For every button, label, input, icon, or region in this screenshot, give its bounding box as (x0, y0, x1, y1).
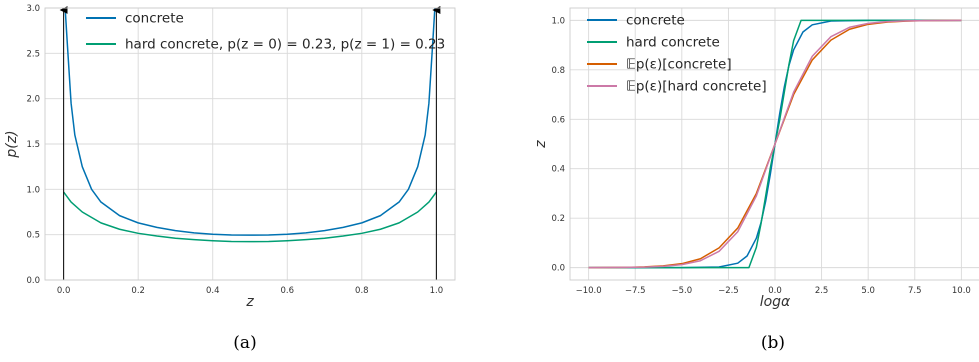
y-tick-label: 3.0 (26, 4, 40, 14)
y-axis-label: p(z) (4, 130, 20, 158)
x-tick-label: 0.6 (281, 286, 295, 296)
x-tick-label: 0.4 (206, 286, 220, 296)
y-tick-label: 0.8 (551, 66, 565, 76)
y-tick-label: 1.0 (26, 185, 40, 195)
x-tick-label: 0.0 (768, 286, 782, 296)
legend-label: hard concrete, p(z = 0) = 0.23, p(z = 1)… (125, 37, 445, 53)
x-tick-label: 5.0 (861, 286, 875, 296)
x-tick-label: 0.0 (57, 286, 71, 296)
y-tick-label: 2.0 (26, 95, 40, 105)
x-tick-label: 10.0 (952, 286, 971, 296)
x-tick-label: 0.2 (131, 286, 145, 296)
y-tick-label: 0.0 (551, 264, 565, 274)
y-tick-label: 1.5 (26, 140, 40, 150)
x-tick-label: −2.5 (718, 286, 739, 296)
y-tick-label: 0.5 (26, 231, 40, 241)
y-tick-label: 1.0 (551, 16, 565, 26)
legend-label: concrete (125, 11, 184, 27)
series-line-2 (63, 191, 437, 243)
y-tick-label: 0.6 (551, 115, 565, 125)
x-tick-label: −10.0 (576, 286, 602, 296)
x-tick-label: 7.5 (908, 286, 922, 296)
x-tick-label: 2.5 (815, 286, 829, 296)
plot-frame (569, 7, 979, 281)
x-tick-label: 1.0 (430, 286, 444, 296)
legend-label: concrete (626, 13, 685, 29)
x-axis-label: logα (760, 294, 791, 310)
x-tick-label: −5.0 (671, 286, 692, 296)
legend-label: 𝔼p(ε)[concrete] (626, 57, 732, 73)
plot-frame (44, 7, 456, 281)
y-tick-label: 0.0 (26, 276, 40, 286)
series-line-1 (64, 8, 436, 236)
legend-label: 𝔼p(ε)[hard concrete] (626, 79, 767, 95)
chart-b: −10.0 −7.5 −5.0 −2.5 0.0 2.5 5.0 7.5 10.0 0.0 0.2 0… (533, 7, 979, 353)
y-tick-label: 0.2 (551, 214, 565, 224)
x-tick-label: 0.8 (355, 286, 369, 296)
chart-a: 0.0 0.2 0.4 0.6 0.8 1.0 0.0 0.5 1.0 1.5 2.0 2.5 3.0 z… (4, 4, 456, 353)
legend-label: hard concrete (626, 35, 720, 51)
x-tick-label: −7.5 (625, 286, 646, 296)
series-line-4 (588, 19, 962, 269)
panel-caption: (a) (233, 333, 256, 353)
x-axis-label: z (245, 294, 254, 310)
y-axis-label: z (533, 140, 549, 149)
panel-caption: (b) (761, 333, 785, 353)
y-tick-label: 2.5 (26, 49, 40, 59)
y-tick-label: 0.4 (551, 165, 565, 175)
